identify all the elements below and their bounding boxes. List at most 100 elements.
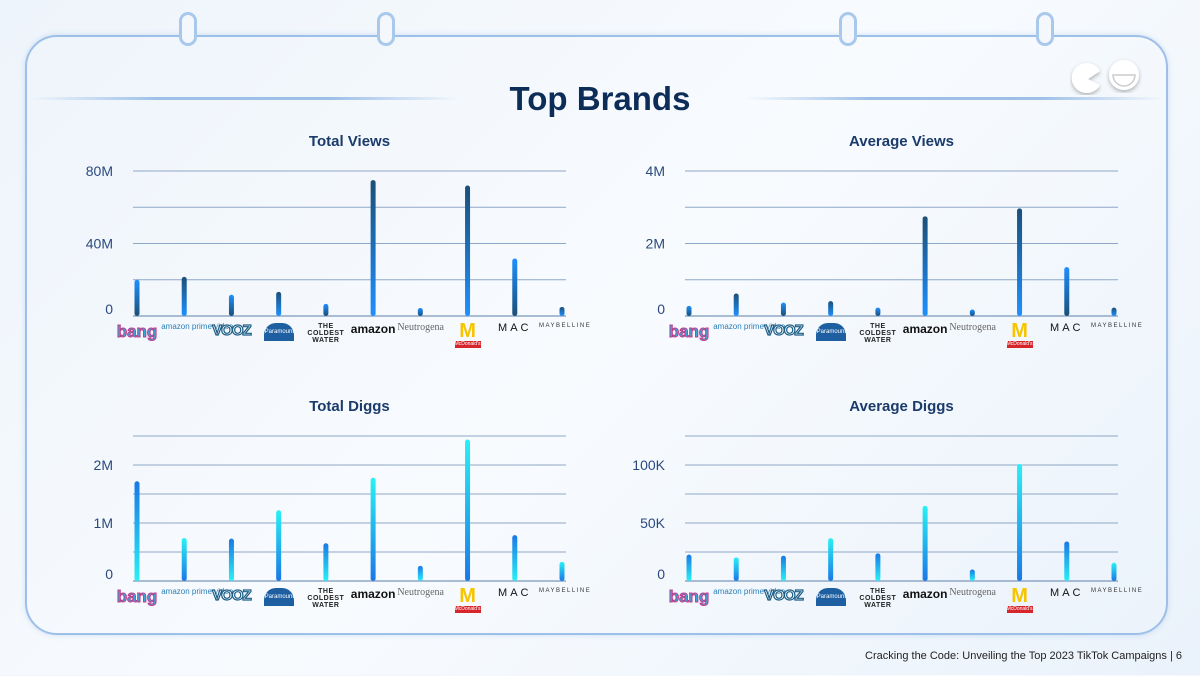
y-tick-label: 2M xyxy=(94,457,113,473)
bar-maybelline xyxy=(1111,307,1117,316)
brand-logo-the-coldest-water: THE COLDEST WATER xyxy=(859,323,897,344)
bar-bang xyxy=(134,481,140,581)
y-tick-label: 50K xyxy=(640,515,666,531)
bar-neutrogena xyxy=(417,565,423,581)
y-tick-label: 4M xyxy=(646,163,665,179)
bar-vooz xyxy=(228,538,234,581)
bar-paramount xyxy=(828,538,834,581)
bar-the-coldest-water xyxy=(875,553,881,581)
bar-mcdonald-s xyxy=(465,439,471,581)
brand-logo-mcdonald-s: M McDonald's xyxy=(1006,320,1033,348)
brand-logo-paramount: Paramount xyxy=(263,588,294,606)
brand-logo-vooz: VOOZ xyxy=(764,587,805,604)
mcdonalds-logo-text: McDonald's xyxy=(454,606,481,613)
bar-mac xyxy=(512,258,518,316)
y-tick-label: 2M xyxy=(646,236,665,252)
brand-logo-maybelline: MAYBELLINE xyxy=(1091,588,1144,594)
brand-logo-neutrogena: Neutrogena xyxy=(949,587,996,598)
binder-ring-icon xyxy=(377,12,395,46)
mcdonalds-logo-text: McDonald's xyxy=(1006,341,1033,348)
bar-mcdonald-s xyxy=(1017,208,1023,316)
brand-logo-mac: MAC xyxy=(1050,587,1084,599)
bar-bang xyxy=(686,554,692,581)
bar-maybelline xyxy=(559,306,565,316)
brand-logo-vooz: VOOZ xyxy=(212,322,253,339)
bar-amazon xyxy=(370,477,376,581)
bar-maybelline xyxy=(1111,562,1117,581)
bar-paramount xyxy=(276,510,282,581)
bar-neutrogena xyxy=(969,309,975,316)
brand-logo-prime-video: amazon prime video xyxy=(161,587,234,596)
brand-logo-amazon: amazon xyxy=(350,587,396,601)
brand-logo-the-coldest-water: THE COLDEST WATER xyxy=(307,323,345,344)
golden-arches-icon: M xyxy=(459,585,476,607)
brand-logo-mac: MAC xyxy=(498,322,532,334)
y-tick-label: 0 xyxy=(105,566,113,582)
brand-logo-bang: bang xyxy=(116,322,158,341)
bar-mcdonald-s xyxy=(1017,463,1023,581)
brand-logo-prime-video: amazon prime video xyxy=(713,587,786,596)
bar-neutrogena xyxy=(417,308,423,316)
y-tick-label: 40M xyxy=(86,236,113,252)
bar-the-coldest-water xyxy=(323,543,329,581)
brand-logo-neutrogena: Neutrogena xyxy=(949,322,996,333)
y-tick-label: 80M xyxy=(86,163,113,179)
golden-arches-icon: M xyxy=(1011,585,1028,607)
chart-average-views: Average Views 0 2M 4M bang amazon prime video… xyxy=(625,133,1165,411)
bar-prime-video xyxy=(733,557,739,581)
bar-mac xyxy=(1064,541,1070,581)
brand-logo-maybelline: MAYBELLINE xyxy=(1091,323,1144,329)
golden-arches-icon: M xyxy=(1011,320,1028,342)
brand-logo-mac: MAC xyxy=(498,587,532,599)
brand-logo-maybelline: MAYBELLINE xyxy=(539,323,592,329)
mcdonalds-logo-text: McDonald's xyxy=(1006,606,1033,613)
brand-logo-icon xyxy=(1071,60,1139,93)
brand-logo-vooz: VOOZ xyxy=(212,587,253,604)
y-tick-label: 0 xyxy=(105,301,113,317)
y-tick-label: 0 xyxy=(657,566,665,582)
brand-logo-neutrogena: Neutrogena xyxy=(397,322,444,333)
y-tick-label: 0 xyxy=(657,301,665,317)
chart-title: Average Diggs xyxy=(849,398,954,415)
chart-title: Average Views xyxy=(848,133,955,150)
bar-amazon xyxy=(370,180,376,316)
brand-logo-maybelline: MAYBELLINE xyxy=(539,588,592,594)
bar-vooz xyxy=(780,302,786,316)
binder-ring-icon xyxy=(1036,12,1054,46)
y-tick-label: 100K xyxy=(632,457,665,473)
bar-paramount xyxy=(276,291,282,316)
brand-logo-the-coldest-water: THE COLDEST WATER xyxy=(307,588,345,609)
header-divider xyxy=(30,97,460,100)
chart-svg: 0 40M 80M xyxy=(86,163,566,317)
brand-logo-neutrogena: Neutrogena xyxy=(397,587,444,598)
brand-logo-paramount: Paramount xyxy=(815,588,846,606)
bar-the-coldest-water xyxy=(323,303,329,316)
chart-average-diggs: Average Diggs 0 50K 100K bang amazon prime vi… xyxy=(625,398,1165,676)
chart-svg: 0 2M 4M xyxy=(646,163,1118,317)
brand-logo-paramount: Paramount xyxy=(815,323,846,341)
chart-svg: 0 50K 100K xyxy=(632,435,1118,582)
chart-title: Total Diggs xyxy=(309,398,390,415)
chart-total-views: Total Views 0 40M 80M bang amazon prime video… xyxy=(73,133,613,411)
bar-bang xyxy=(686,305,692,316)
binder-ring-icon xyxy=(839,12,857,46)
brand-logo-bang: bang xyxy=(116,587,158,606)
bar-bang xyxy=(134,279,140,316)
bar-prime-video xyxy=(181,538,187,581)
bar-prime-video xyxy=(181,276,187,316)
binder-ring-icon xyxy=(179,12,197,46)
brand-logo-paramount: Paramount xyxy=(263,323,294,341)
slide-frame xyxy=(25,35,1168,635)
bar-mac xyxy=(1064,267,1070,316)
brand-logo-mcdonald-s: M McDonald's xyxy=(454,585,481,613)
brand-logo-mcdonald-s: M McDonald's xyxy=(1006,585,1033,613)
footer-caption: Cracking the Code: Unveiling the Top 202… xyxy=(865,650,1182,662)
bar-neutrogena xyxy=(969,569,975,581)
bar-vooz xyxy=(228,294,234,316)
brand-logo-prime-video: amazon prime video xyxy=(161,322,234,331)
bar-the-coldest-water xyxy=(875,307,881,316)
brand-logo-the-coldest-water: THE COLDEST WATER xyxy=(859,588,897,609)
chart-total-diggs: Total Diggs 0 1M 2M bang amazon prime video VO… xyxy=(73,398,613,676)
brand-logo-amazon: amazon xyxy=(902,587,948,601)
chart-svg: 0 1M 2M xyxy=(94,435,566,582)
